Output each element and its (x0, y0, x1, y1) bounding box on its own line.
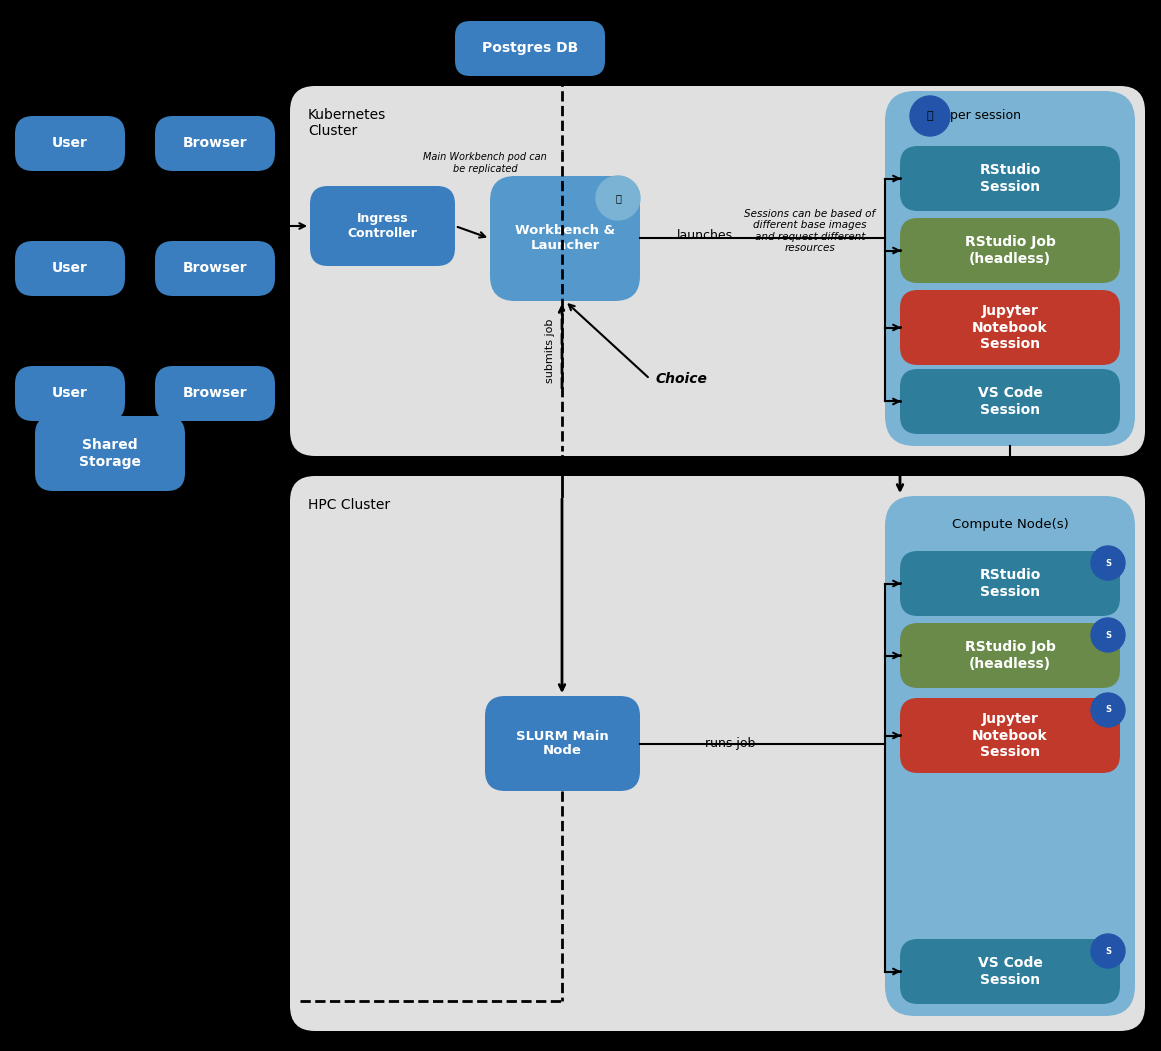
Text: RStudio Job
(headless): RStudio Job (headless) (965, 235, 1055, 266)
FancyBboxPatch shape (290, 476, 1145, 1031)
FancyBboxPatch shape (310, 186, 455, 266)
Text: S: S (1105, 558, 1111, 568)
Text: Main Workbench pod can
be replicated: Main Workbench pod can be replicated (423, 152, 547, 173)
Text: Workbench &
Launcher: Workbench & Launcher (515, 225, 615, 252)
FancyBboxPatch shape (156, 366, 275, 421)
Circle shape (596, 176, 640, 220)
Text: per session: per session (950, 109, 1021, 122)
FancyBboxPatch shape (15, 116, 125, 171)
FancyBboxPatch shape (485, 696, 640, 791)
Text: runs job: runs job (705, 738, 755, 750)
Text: S: S (1105, 947, 1111, 955)
Text: S: S (1105, 631, 1111, 639)
FancyBboxPatch shape (900, 623, 1120, 688)
Text: RStudio
Session: RStudio Session (980, 569, 1040, 599)
FancyBboxPatch shape (900, 551, 1120, 616)
Text: launches: launches (677, 229, 733, 243)
FancyBboxPatch shape (885, 91, 1135, 446)
Text: Ingress
Controller: Ingress Controller (347, 212, 418, 240)
FancyBboxPatch shape (290, 86, 1145, 456)
FancyBboxPatch shape (900, 939, 1120, 1004)
Text: HPC Cluster: HPC Cluster (308, 498, 390, 512)
Text: Kubernetes
Cluster: Kubernetes Cluster (308, 108, 387, 138)
FancyBboxPatch shape (35, 416, 185, 491)
Text: Sessions can be based of
different base images
and request different
resources: Sessions can be based of different base … (744, 208, 875, 253)
Text: 🎁: 🎁 (926, 111, 933, 121)
Text: Jupyter
Notebook
Session: Jupyter Notebook Session (972, 305, 1048, 351)
FancyBboxPatch shape (900, 369, 1120, 434)
Text: RStudio Job
(headless): RStudio Job (headless) (965, 640, 1055, 671)
Text: Compute Node(s): Compute Node(s) (952, 518, 1068, 531)
Text: User: User (52, 137, 88, 150)
FancyBboxPatch shape (900, 290, 1120, 365)
Text: Postgres DB: Postgres DB (482, 41, 578, 56)
FancyBboxPatch shape (900, 698, 1120, 772)
Text: VS Code
Session: VS Code Session (978, 956, 1043, 987)
Text: Browser: Browser (182, 262, 247, 275)
Circle shape (1091, 547, 1125, 580)
Circle shape (1091, 618, 1125, 652)
Text: 🎁: 🎁 (615, 193, 621, 203)
Text: submits job: submits job (545, 318, 555, 384)
FancyBboxPatch shape (900, 218, 1120, 283)
Text: Jupyter
Notebook
Session: Jupyter Notebook Session (972, 713, 1048, 759)
Text: User: User (52, 262, 88, 275)
Text: VS Code
Session: VS Code Session (978, 387, 1043, 416)
FancyBboxPatch shape (455, 21, 605, 76)
FancyBboxPatch shape (15, 241, 125, 296)
Text: RStudio
Session: RStudio Session (980, 163, 1040, 193)
Circle shape (1091, 693, 1125, 727)
Text: SLURM Main
Node: SLURM Main Node (517, 729, 608, 758)
Text: Shared
Storage: Shared Storage (79, 438, 140, 469)
Text: Browser: Browser (182, 137, 247, 150)
Text: User: User (52, 387, 88, 400)
Text: Choice: Choice (655, 372, 707, 386)
FancyBboxPatch shape (156, 241, 275, 296)
Text: Browser: Browser (182, 387, 247, 400)
Text: S: S (1105, 705, 1111, 715)
FancyBboxPatch shape (885, 496, 1135, 1016)
Circle shape (910, 96, 950, 136)
FancyBboxPatch shape (900, 146, 1120, 211)
Circle shape (1091, 934, 1125, 968)
FancyBboxPatch shape (15, 366, 125, 421)
FancyBboxPatch shape (490, 176, 640, 301)
FancyBboxPatch shape (156, 116, 275, 171)
